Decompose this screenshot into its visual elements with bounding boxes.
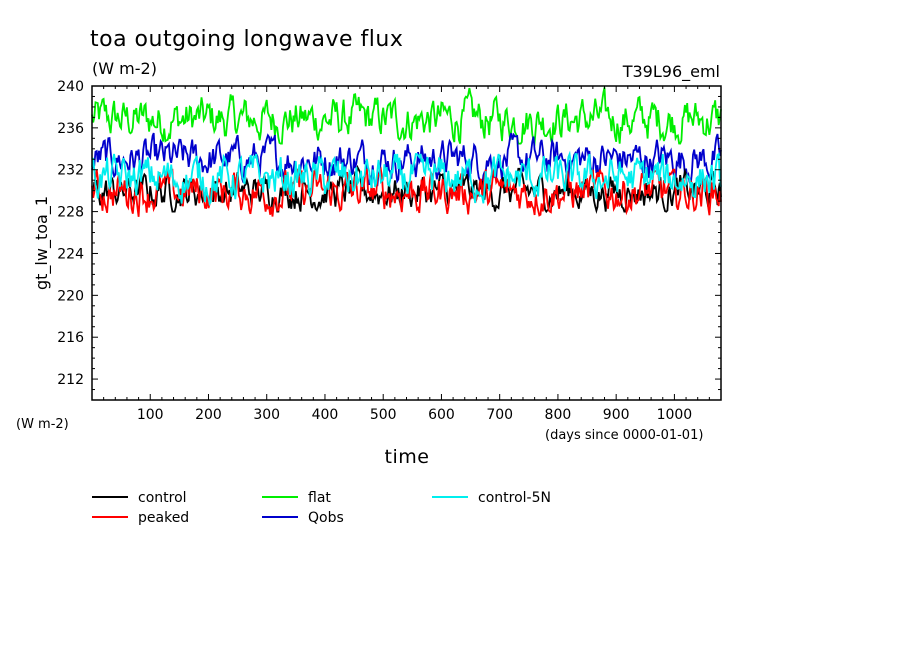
legend-label: control [138,490,187,506]
x-tick-label: 200 [195,407,222,423]
x-tick-label: 100 [137,407,164,423]
x-tick-label: 500 [370,407,397,423]
y-tick-label: 224 [57,246,84,262]
series-layer [91,87,722,217]
y-tick-label: 228 [57,205,84,221]
y-tick-label: 236 [57,121,84,137]
series-peaked [91,166,722,217]
legend-label: Qobs [308,510,344,526]
y-tick-label: 216 [57,330,84,346]
x-axis-label: time [385,446,430,468]
y-axis-units: (W m-2) [16,417,69,432]
x-tick-label: 800 [545,407,572,423]
y-tick-label: 212 [57,372,84,388]
x-tick-label: 1000 [657,407,693,423]
y-tick-label: 220 [57,288,84,304]
legend-label: flat [308,490,331,506]
x-tick-label: 300 [253,407,280,423]
chart-units: (W m-2) [92,59,157,78]
x-tick-label: 700 [486,407,513,423]
x-tick-label: 900 [603,407,630,423]
series-flat [91,87,722,146]
run-label: T39L96_eml [622,62,720,82]
series-control [91,164,722,215]
y-axis-label: gt_lw_toa_1 [32,196,52,290]
x-axis-units: (days since 0000-01-01) [545,428,703,443]
legend-label: peaked [138,510,189,526]
x-tick-label: 600 [428,407,455,423]
y-tick-label: 232 [57,163,84,179]
y-tick-label: 240 [57,79,84,95]
x-tick-label: 400 [312,407,339,423]
chart-title: toa outgoing longwave flux [90,27,403,52]
series-control-5n [91,150,722,207]
legend-label: control-5N [478,490,551,506]
axis-ticks: 100 200 300 400 500 600 700 800 900 1000 212 216 220… [57,79,721,423]
legend: control peaked flat Qobs control-5N [92,490,551,526]
